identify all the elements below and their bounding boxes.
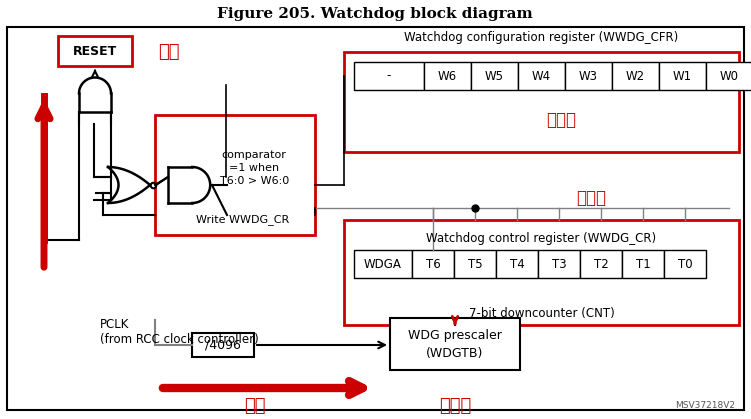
Text: W0: W0 — [720, 70, 739, 83]
Text: comparator
=1 when
T6:0 > W6:0: comparator =1 when T6:0 > W6:0 — [219, 150, 289, 186]
Text: MSV37218V2: MSV37218V2 — [675, 401, 735, 410]
FancyBboxPatch shape — [454, 250, 496, 278]
FancyBboxPatch shape — [192, 333, 254, 357]
FancyBboxPatch shape — [471, 62, 518, 90]
FancyBboxPatch shape — [354, 62, 424, 90]
FancyBboxPatch shape — [354, 250, 412, 278]
Text: T3: T3 — [552, 258, 566, 271]
FancyBboxPatch shape — [412, 250, 454, 278]
Text: W5: W5 — [485, 70, 504, 83]
Text: -: - — [387, 70, 391, 83]
FancyBboxPatch shape — [538, 250, 580, 278]
FancyBboxPatch shape — [496, 250, 538, 278]
Text: W1: W1 — [673, 70, 692, 83]
FancyBboxPatch shape — [664, 250, 706, 278]
FancyBboxPatch shape — [565, 62, 612, 90]
FancyBboxPatch shape — [518, 62, 565, 90]
Text: Figure 205. Watchdog block diagram: Figure 205. Watchdog block diagram — [217, 7, 533, 21]
Text: 复位: 复位 — [158, 43, 179, 61]
Text: WDGA: WDGA — [364, 258, 402, 271]
Text: T5: T5 — [468, 258, 482, 271]
Text: Watchdog configuration register (WWDG_CFR): Watchdog configuration register (WWDG_CF… — [404, 31, 679, 44]
Text: WDG prescaler
(WDGTB): WDG prescaler (WDGTB) — [408, 328, 502, 360]
Text: 分频: 分频 — [244, 397, 266, 415]
Text: T2: T2 — [593, 258, 608, 271]
FancyBboxPatch shape — [424, 62, 471, 90]
FancyBboxPatch shape — [612, 62, 659, 90]
Text: T4: T4 — [510, 258, 524, 271]
Text: Write WWDG_CR: Write WWDG_CR — [196, 215, 290, 225]
Text: PCLK
(from RCC clock controller): PCLK (from RCC clock controller) — [100, 318, 259, 346]
Text: 窗口値: 窗口値 — [547, 111, 577, 129]
Text: RESET: RESET — [73, 44, 117, 57]
Text: T0: T0 — [677, 258, 692, 271]
Text: Watchdog control register (WWDG_CR): Watchdog control register (WWDG_CR) — [427, 232, 656, 245]
FancyBboxPatch shape — [706, 62, 751, 90]
Text: W6: W6 — [438, 70, 457, 83]
Text: W4: W4 — [532, 70, 551, 83]
Text: 再分频: 再分频 — [439, 397, 471, 415]
Text: 7-bit downcounter (CNT): 7-bit downcounter (CNT) — [469, 307, 614, 320]
Text: T1: T1 — [635, 258, 650, 271]
FancyBboxPatch shape — [58, 36, 132, 66]
Text: /4096: /4096 — [205, 339, 241, 352]
Text: 计数値: 计数値 — [577, 189, 607, 207]
Text: T6: T6 — [426, 258, 440, 271]
FancyBboxPatch shape — [622, 250, 664, 278]
FancyBboxPatch shape — [580, 250, 622, 278]
Text: W3: W3 — [579, 70, 598, 83]
Text: W2: W2 — [626, 70, 645, 83]
FancyBboxPatch shape — [659, 62, 706, 90]
FancyBboxPatch shape — [390, 318, 520, 370]
